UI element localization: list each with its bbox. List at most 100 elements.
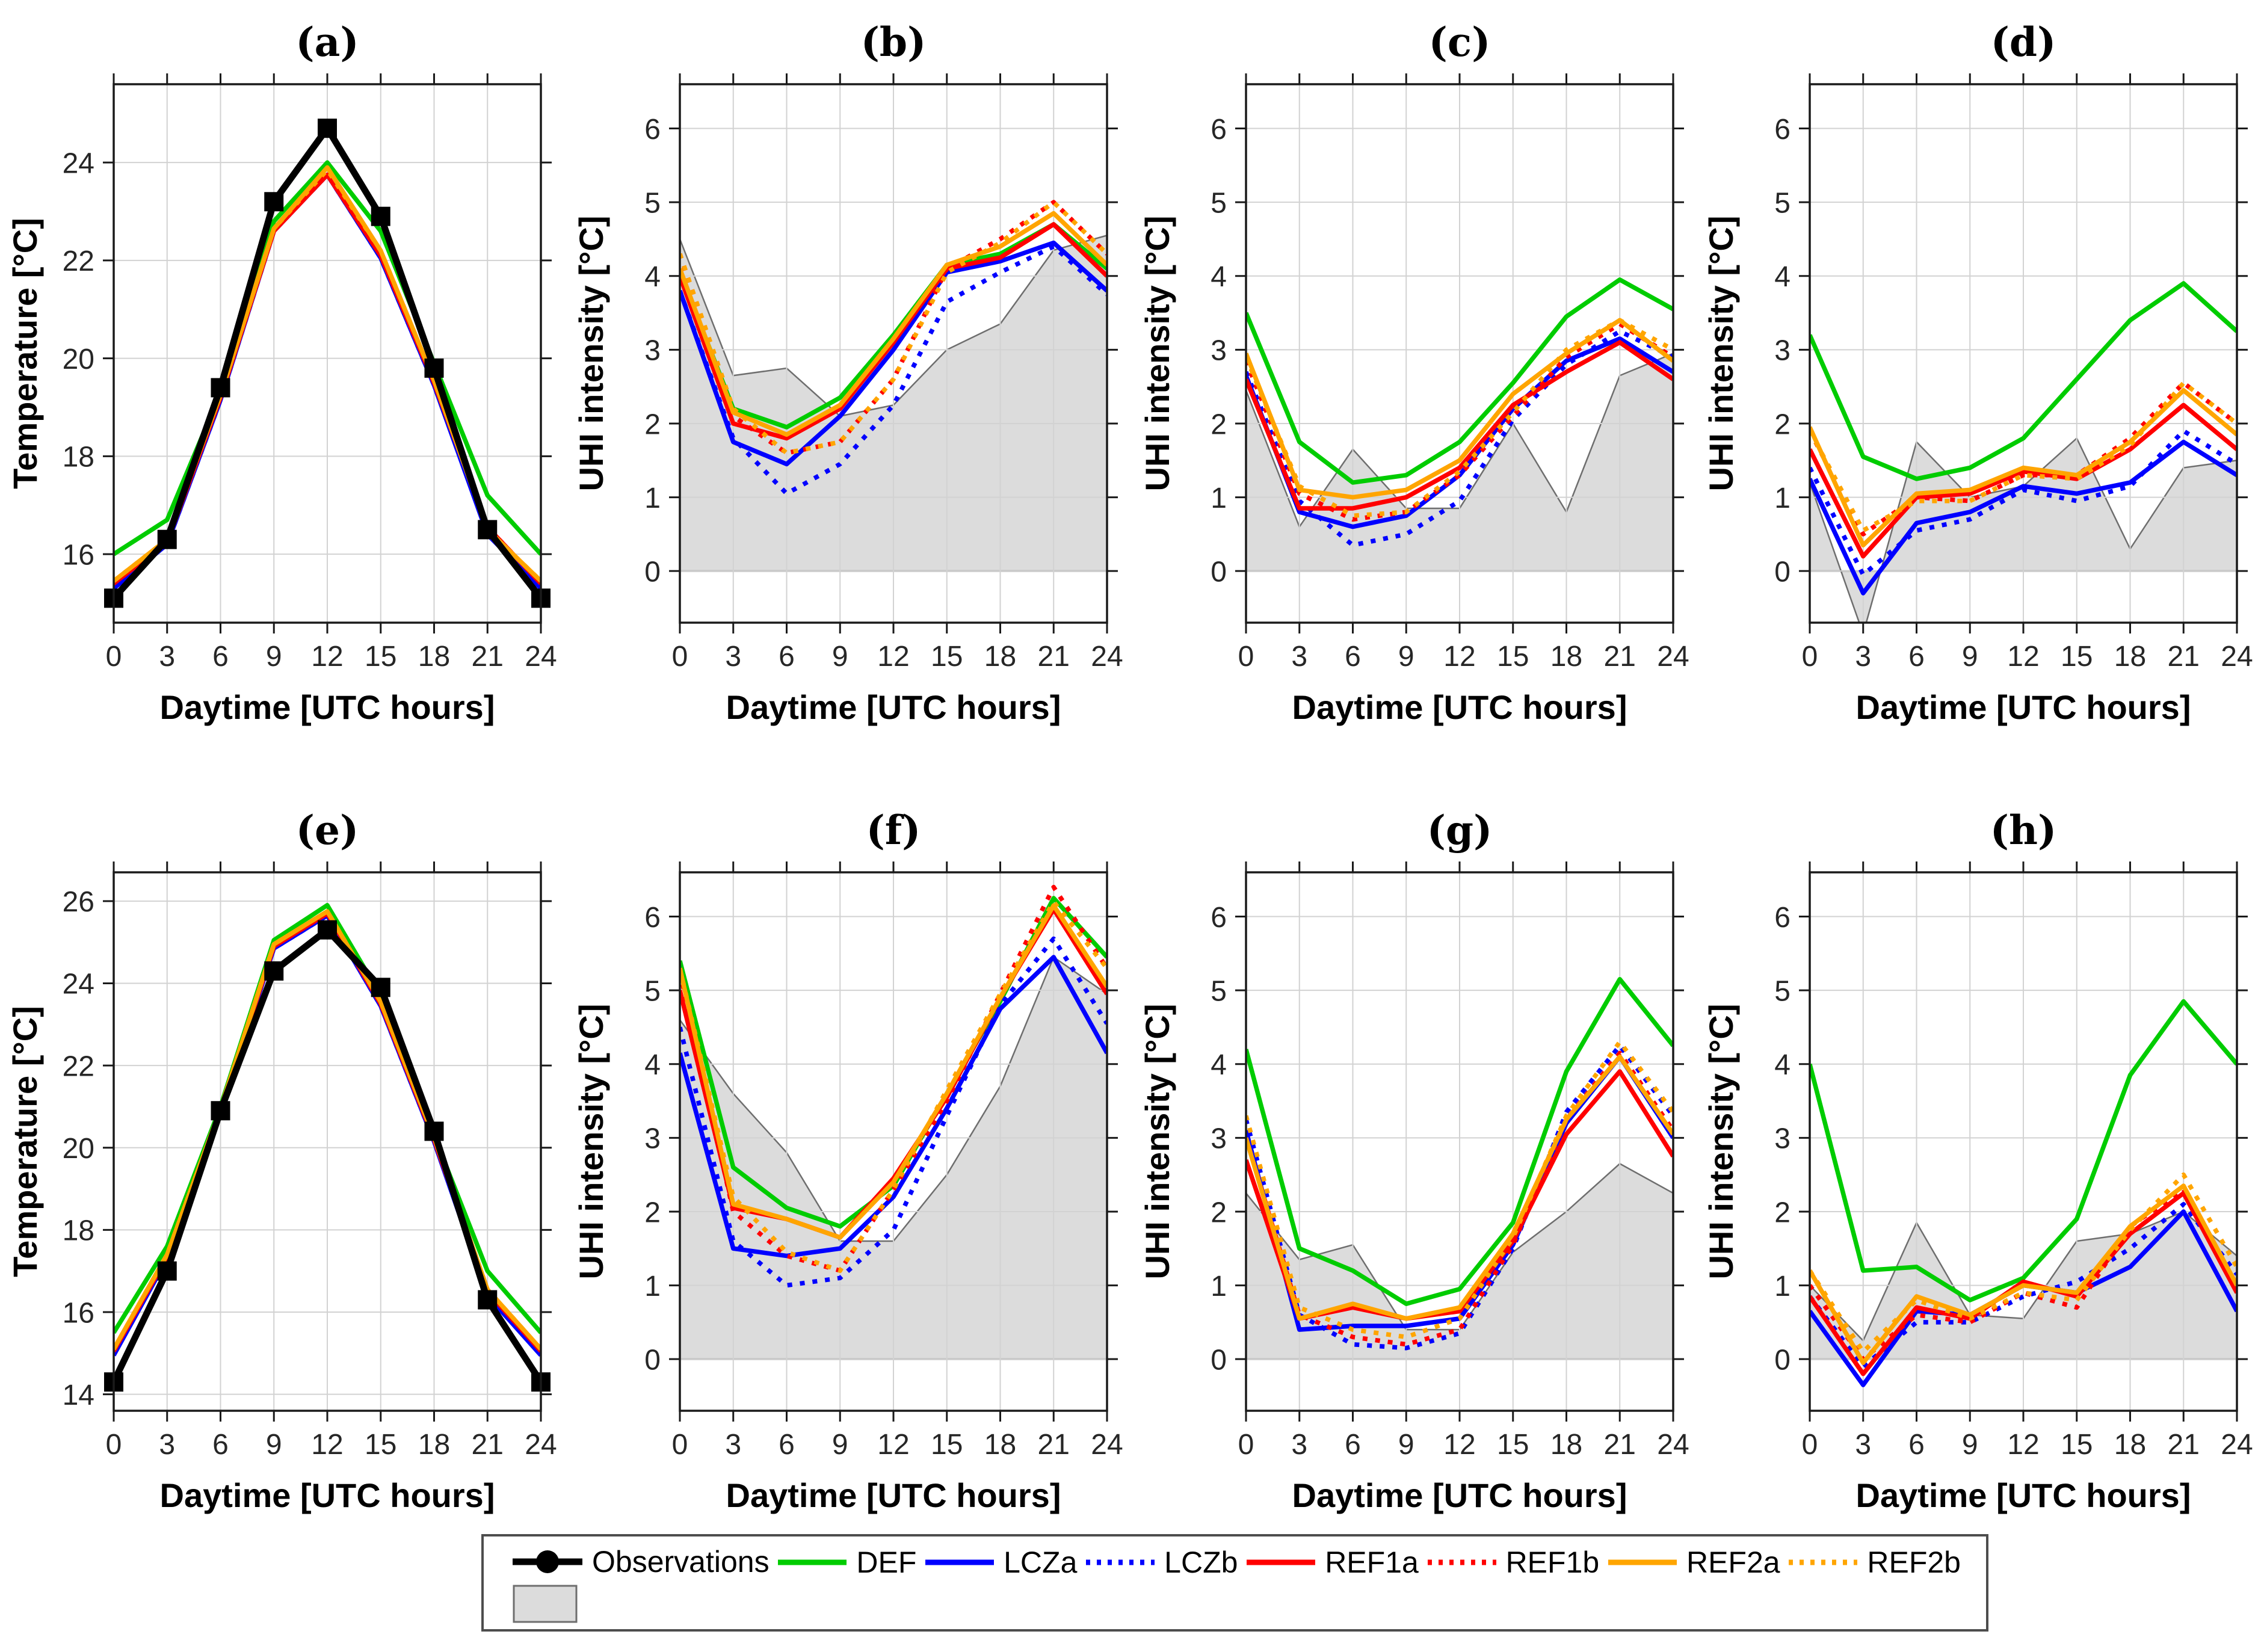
x-tick-label: 21	[2168, 1429, 2200, 1461]
series-line-DEF	[1810, 999, 2237, 1302]
def-line-icon	[778, 1559, 847, 1565]
series-line-LCZa	[680, 240, 1107, 467]
x-tick-label: 3	[159, 641, 175, 673]
series-line-REF2a	[1246, 318, 1673, 500]
legend-label-ref1b: REF1b	[1505, 1546, 1600, 1579]
y-tick-label: 16	[63, 539, 94, 571]
x-tick-label: 21	[1604, 641, 1636, 673]
series-line-DEF	[1810, 281, 2237, 481]
y-tick-label: 1	[1774, 1271, 1791, 1302]
x-tick-label: 9	[266, 641, 282, 673]
series-line-LCZb	[1810, 428, 2237, 578]
y-tick-label: 1	[644, 1271, 661, 1302]
series-line-REF2b	[1810, 1172, 2237, 1354]
series-line-DEF	[1246, 277, 1673, 485]
y-tick-label: 5	[644, 187, 661, 219]
observations-marker	[478, 520, 498, 540]
series-line-DEF	[1246, 977, 1673, 1306]
series-line-LCZa	[680, 955, 1107, 1259]
x-tick-label: 24	[1657, 1429, 1689, 1461]
y-tick-label: 5	[1211, 975, 1227, 1007]
y-tick-label: 3	[1211, 335, 1227, 367]
observations-marker	[424, 358, 444, 378]
y-tick-label: 0	[1211, 556, 1227, 588]
x-tick-label: 18	[418, 641, 450, 673]
y-tick-label: 1	[1211, 1271, 1227, 1302]
chart-panel-a: 0 3 6 9 12 15 18 21 24 16 18 20 22 24 Daytime [UTC hou…	[2, 9, 568, 775]
x-tick-label: 9	[832, 641, 848, 673]
x-tick-label: 18	[984, 641, 1016, 673]
y-tick-label: 4	[644, 1049, 661, 1081]
y-tick-label: 20	[63, 1133, 94, 1165]
x-tick-label: 24	[2221, 1429, 2253, 1461]
x-tick-label: 12	[311, 1429, 343, 1461]
series-line-REF2a	[1810, 388, 2237, 548]
x-tick-label: 15	[1497, 641, 1529, 673]
y-tick-label: 26	[63, 886, 94, 918]
legend-label-ref1a: REF1a	[1325, 1546, 1419, 1579]
y-tick-label: 24	[63, 969, 94, 1000]
series-line-DEF	[114, 160, 541, 556]
legend-label-lcza: LCZa	[1004, 1546, 1078, 1579]
y-tick-label: 16	[63, 1297, 94, 1329]
legend-item-ref2b: REF2b	[1787, 1545, 1961, 1580]
observations-marker	[211, 1101, 230, 1121]
series-line-REF2b	[1810, 380, 2237, 533]
x-tick-label: 18	[2114, 641, 2146, 673]
y-tick-label: 0	[1774, 1344, 1791, 1376]
chart-title: (b)	[861, 19, 927, 66]
chart-svg-a: 0 3 6 9 12 15 18 21 24 16 18 20 22 24 Daytime [UTC hou…	[6, 19, 557, 726]
legend-label-observations: Observations	[592, 1545, 770, 1579]
legend-item-lczb: LCZb	[1085, 1545, 1238, 1580]
y-tick-label: 5	[1211, 187, 1227, 219]
x-axis-label: Daytime [UTC hours]	[1292, 688, 1627, 726]
legend-item-ref1a: REF1a	[1245, 1545, 1419, 1580]
x-tick-label: 24	[525, 1429, 557, 1461]
series-line-REF1b	[680, 200, 1107, 455]
legend-item-ref1b: REF1b	[1427, 1545, 1600, 1580]
legend-label-def: DEF	[856, 1546, 917, 1579]
y-tick-label: 0	[644, 556, 661, 588]
x-tick-label: 9	[832, 1429, 848, 1461]
x-tick-label: 3	[1291, 1429, 1307, 1461]
chart-panel-f: 0 3 6 9 12 15 18 21 24 0 1 2 3 4 5 6 Daytime [UTC hours]…	[568, 797, 1134, 1563]
x-tick-label: 15	[2061, 1429, 2093, 1461]
x-tick-label: 24	[2221, 641, 2253, 673]
series-line-REF1b	[1246, 321, 1673, 522]
chart-panel-e: 0 3 6 9 12 15 18 21 24 14 16 18 20 22 24 26 Daytime [UTC…	[2, 797, 568, 1563]
series-line-REF2a	[680, 211, 1107, 437]
x-tick-label: 0	[672, 641, 688, 673]
series-line-REF2a	[1810, 1183, 2237, 1366]
y-tick-label: 4	[644, 261, 661, 293]
y-tick-label: 1	[1211, 482, 1227, 514]
chart-title: (a)	[295, 19, 359, 66]
x-tick-label: 0	[106, 641, 122, 673]
y-tick-label: 3	[644, 1123, 661, 1155]
x-tick-label: 3	[1855, 1429, 1871, 1461]
y-axis-label: Temperature [°C]	[6, 218, 44, 489]
x-tick-label: 21	[2168, 641, 2200, 673]
y-tick-label: 6	[1774, 114, 1791, 146]
y-tick-label: 2	[644, 1197, 661, 1228]
ref2a-line-icon	[1608, 1559, 1677, 1565]
x-axis-label: Daytime [UTC hours]	[1856, 1476, 2191, 1514]
y-tick-label: 24	[63, 147, 94, 179]
ref1b-dotted-line-icon	[1427, 1559, 1496, 1565]
y-tick-label: 3	[644, 335, 661, 367]
legend-item-ref2a: REF2a	[1607, 1545, 1780, 1580]
ref1a-line-icon	[1247, 1559, 1316, 1565]
legend-box: Observations DEF LCZa LCZb	[481, 1534, 1988, 1632]
x-tick-label: 0	[106, 1429, 122, 1461]
x-tick-label: 15	[2061, 641, 2093, 673]
x-tick-label: 21	[1038, 1429, 1070, 1461]
x-tick-label: 9	[1962, 1429, 1978, 1461]
x-tick-label: 18	[1550, 1429, 1582, 1461]
chart-title: (c)	[1429, 19, 1491, 66]
series-line-REF2b	[680, 899, 1107, 1273]
x-tick-label: 24	[525, 641, 557, 673]
x-tick-label: 0	[1238, 1429, 1254, 1461]
x-tick-label: 6	[1345, 1429, 1361, 1461]
x-tick-label: 3	[1291, 641, 1307, 673]
y-tick-label: 1	[644, 482, 661, 514]
